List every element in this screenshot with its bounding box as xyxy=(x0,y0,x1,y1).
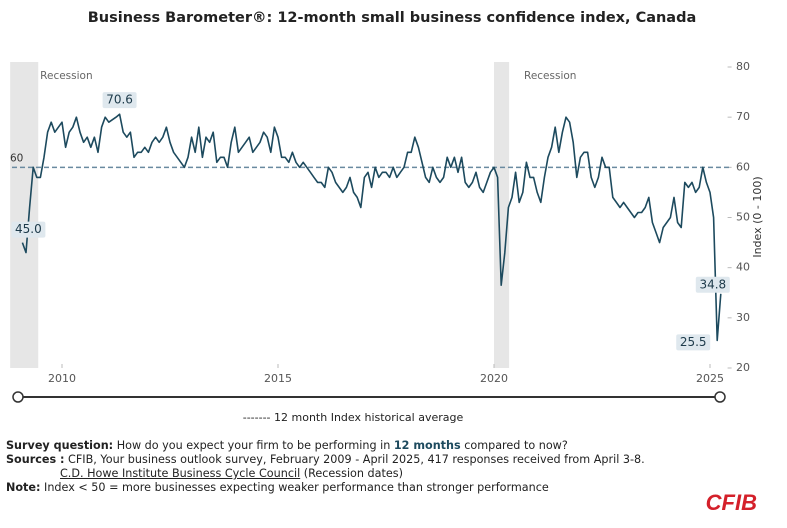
range-slider-handle[interactable] xyxy=(12,391,24,403)
recession-label: Recession xyxy=(40,70,92,82)
data-label-box xyxy=(11,221,46,238)
text: (Recession dates) xyxy=(300,467,403,480)
y-tick-label: 60 xyxy=(736,160,750,173)
footer-question: Survey question: How do you expect your … xyxy=(6,439,568,453)
footer-sources: Sources : CFIB, Your business outlook su… xyxy=(6,453,645,467)
data-label: 45.0 xyxy=(15,222,42,236)
text: How do you expect your firm to be perfor… xyxy=(113,439,394,452)
footer-note: Note: Index < 50 = more businesses expec… xyxy=(6,481,549,495)
x-tick-label: 2025 xyxy=(696,372,724,385)
emphasis: 12 months xyxy=(393,439,461,452)
plot-area: Recession Recession 20 30 40 50 60 70 80 2010 2015… xyxy=(10,60,750,385)
label: Sources : xyxy=(6,453,65,466)
x-tick-label: 2010 xyxy=(48,372,76,385)
chart-title: Business Barometer®: 12-month small busi… xyxy=(88,10,697,26)
logo: CFIB xyxy=(705,490,757,515)
x-tick-label: 2020 xyxy=(480,372,508,385)
data-label-box xyxy=(102,92,137,109)
y-tick-label: 80 xyxy=(736,60,750,73)
data-label: 34.8 xyxy=(699,277,726,291)
recession-label: Recession xyxy=(524,70,576,82)
y-axis-label: Index (0 - 100) xyxy=(751,176,764,257)
y-tick-label: 50 xyxy=(736,211,750,224)
text: Index < 50 = more businesses expecting w… xyxy=(40,481,549,494)
text: CFIB, Your business outlook survey, Febr… xyxy=(64,453,645,466)
recession-band xyxy=(494,62,510,368)
recession-band xyxy=(10,62,39,368)
chart: Recession Recession 20 30 40 50 60 70 80 2010 2015… xyxy=(10,10,764,424)
x-tick-label: 2015 xyxy=(264,372,292,385)
data-label-box xyxy=(676,334,711,351)
y-tick-label: 30 xyxy=(736,311,750,324)
data-label: 70.6 xyxy=(106,93,133,107)
range-slider-handle[interactable] xyxy=(714,391,726,403)
label: Survey question: xyxy=(6,439,114,452)
series-line xyxy=(21,113,722,342)
data-label: 25.5 xyxy=(680,335,707,349)
label: Note: xyxy=(6,481,41,494)
reference-label: 60 xyxy=(10,152,23,164)
y-tick-label: 70 xyxy=(736,110,750,123)
link[interactable]: C.D. Howe Institute Business Cycle Counc… xyxy=(60,467,301,480)
y-tick-label: 20 xyxy=(736,361,750,374)
y-tick-label: 40 xyxy=(736,261,750,274)
legend-entry: ------- 12 month Index historical averag… xyxy=(243,411,464,424)
data-label-box xyxy=(695,276,730,293)
text: compared to now? xyxy=(460,439,568,452)
footer-sources-link: C.D. Howe Institute Business Cycle Counc… xyxy=(60,467,403,481)
